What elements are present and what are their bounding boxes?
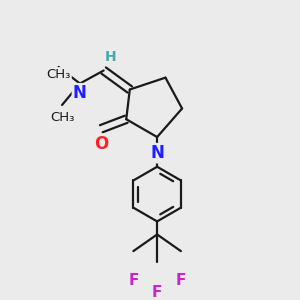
- Text: F: F: [128, 273, 139, 288]
- Text: CH₃: CH₃: [50, 111, 74, 124]
- Text: N: N: [150, 144, 164, 162]
- Text: F: F: [176, 273, 186, 288]
- Text: H: H: [105, 50, 117, 64]
- Text: F: F: [152, 285, 162, 300]
- Text: O: O: [94, 135, 108, 153]
- Text: CH₃: CH₃: [46, 68, 71, 81]
- Text: N: N: [73, 84, 87, 102]
